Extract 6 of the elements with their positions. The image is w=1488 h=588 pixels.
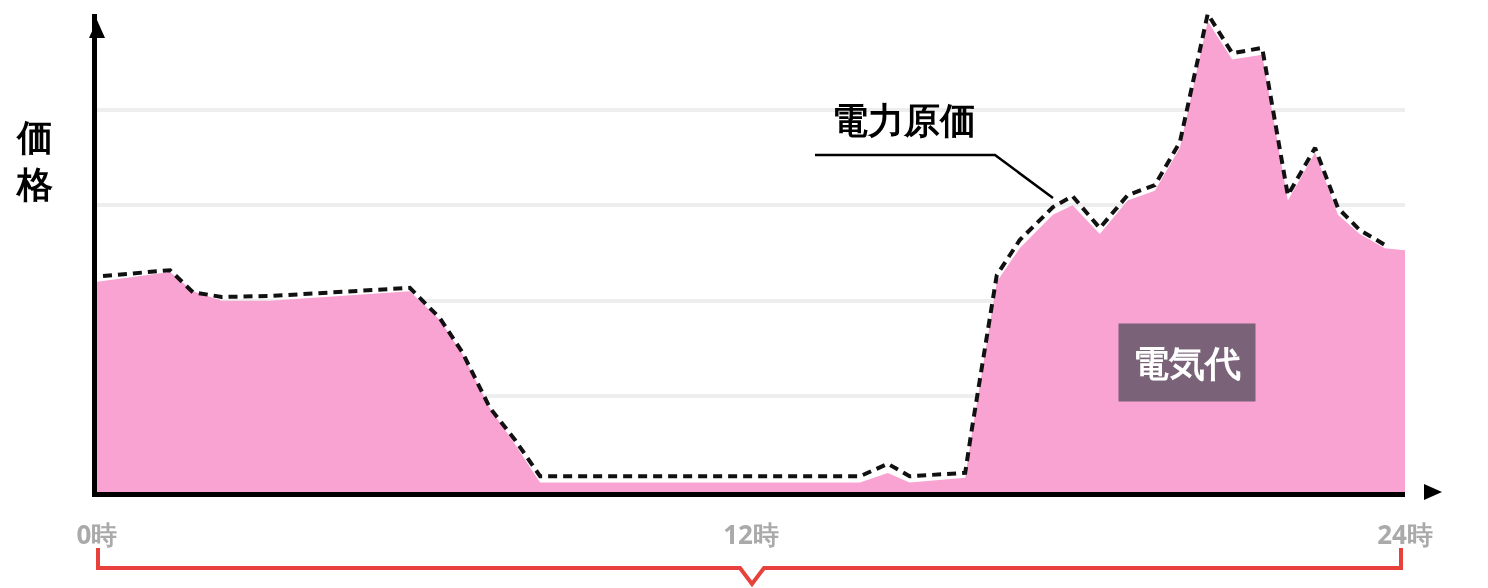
- text: 電力原価: [832, 95, 976, 144]
- x-tick-label: 12時: [723, 516, 779, 553]
- series-label: 電気代: [1133, 338, 1241, 387]
- y-axis-title: 価格: [15, 112, 53, 208]
- x-tick-label: 0時: [76, 516, 118, 553]
- x-tick-label: 24時: [1377, 516, 1433, 553]
